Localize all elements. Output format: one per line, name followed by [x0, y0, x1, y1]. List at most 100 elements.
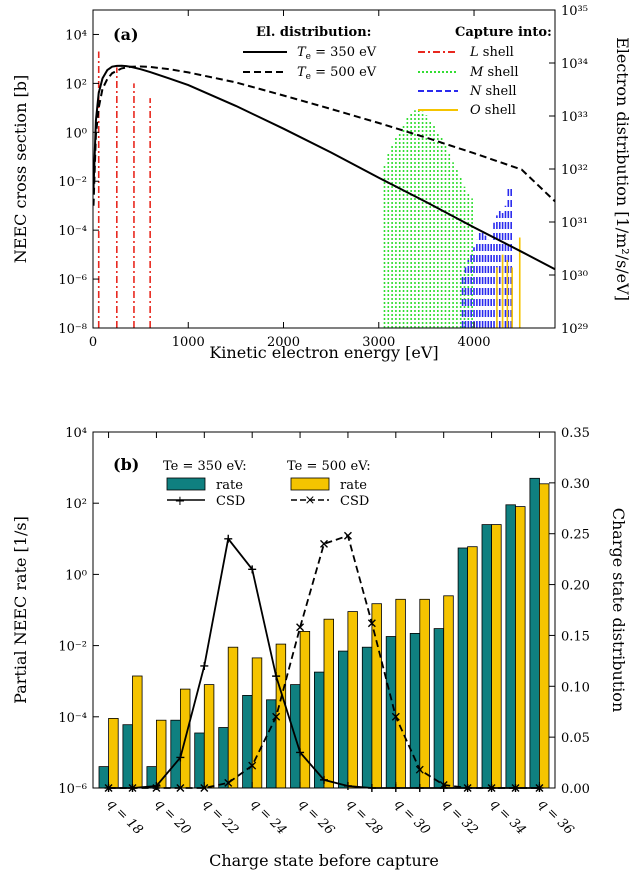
- panel-b-frame: [92, 431, 556, 789]
- csd-marker-x: [272, 712, 281, 721]
- rate-bar-te500: [203, 684, 215, 789]
- x-tick-label: q = 26: [295, 796, 337, 838]
- y2-tick-label: 10³⁴: [561, 57, 588, 72]
- panel-b-y2-ticks: 0.00 0.05 0.10 0.15 0.20 0.25 0.30 0.35: [549, 426, 590, 797]
- y2-tick-label: 10³²: [561, 163, 588, 178]
- y-tick-label: 10²: [65, 497, 87, 512]
- x-tick-label: q = 20: [152, 796, 194, 838]
- y2-tick-label: 10³⁰: [561, 269, 588, 284]
- rate-bar-te500: [395, 598, 406, 789]
- legend-distribution-title: El. distribution:: [256, 25, 371, 40]
- rate-bar-te350: [385, 636, 397, 789]
- csd-marker-x: [367, 619, 376, 628]
- panel-a-legend-distribution: El. distribution: Te = 350 eV Te = 500 e…: [243, 25, 377, 82]
- legend-capture-title: Capture into:: [455, 25, 552, 40]
- rate-bar-te350: [194, 732, 205, 789]
- legend-rate-350-label: rate: [216, 478, 243, 493]
- y2-tick-label: 0.30: [561, 477, 590, 492]
- y2-tick-label: 10³⁵: [561, 4, 588, 19]
- panel-b-y2-axis-label: Charge state distribution: [609, 508, 628, 713]
- y2-tick-label: 0.35: [561, 426, 590, 441]
- legend-n-shell-label: N shell: [469, 84, 517, 99]
- rate-bar-te500: [251, 657, 263, 789]
- panel-b-bars: [98, 477, 550, 789]
- x-tick-label: 4000: [457, 335, 490, 350]
- csd-marker-plus: [224, 534, 233, 543]
- y2-tick-label: 0.15: [561, 629, 590, 644]
- x-tick-label: q = 34: [487, 796, 529, 838]
- y-tick-label: 10⁻⁶: [58, 273, 87, 288]
- panel-a-y2-ticks: 10²⁹ 10³⁰ 10³¹ 10³² 10³³ 10³⁴ 10³⁵: [549, 4, 588, 337]
- rate-bar-te500: [347, 611, 358, 789]
- y-tick-label: 10⁴: [65, 28, 87, 43]
- csd-marker-plus: [248, 565, 257, 574]
- csd-marker-plus: [320, 775, 328, 784]
- rate-bar-te350: [242, 695, 253, 789]
- csd-marker-plus: [200, 661, 209, 670]
- y-tick-label: 10⁻⁶: [58, 782, 87, 797]
- csd-marker-x: [296, 623, 305, 632]
- distribution-curve-te500: [92, 65, 556, 206]
- csd-marker-x: [343, 531, 352, 540]
- y-tick-label: 10²: [65, 77, 87, 92]
- rate-bar-te500: [419, 598, 430, 789]
- rate-bar-te350: [361, 646, 373, 789]
- panel-a-y-ticks: 10⁻⁸ 10⁻⁶ 10⁻⁴ 10⁻² 10⁰ 10² 10⁴: [58, 28, 99, 337]
- legend-csd-500-marker: ×: [305, 493, 316, 508]
- csd-marker-x: [248, 761, 257, 770]
- rate-bar-te500: [155, 719, 167, 789]
- panel-a-legend-capture: Capture into: L shell M shell N shell O …: [418, 25, 552, 118]
- panel-a-series: [92, 51, 556, 328]
- legend-l-shell-label: L shell: [469, 45, 514, 60]
- rate-bar-te500: [491, 524, 502, 789]
- y-tick-label: 10⁻²: [58, 640, 87, 655]
- rate-bar-te350: [122, 724, 133, 789]
- rate-bar-te350: [266, 699, 277, 789]
- x-tick-label: 0: [89, 335, 97, 350]
- csd-marker-plus: [296, 748, 305, 757]
- legend-csd-350-label: CSD: [216, 494, 245, 509]
- y2-tick-label: 10²⁹: [561, 322, 588, 337]
- y-tick-label: 10⁻⁴: [58, 224, 87, 239]
- x-tick-label: q = 24: [247, 796, 289, 838]
- rate-bar-te500: [539, 483, 550, 789]
- csd-marker-x: [415, 765, 424, 774]
- y2-tick-label: 0.10: [561, 680, 590, 695]
- y-tick-label: 10⁻²: [58, 175, 87, 190]
- x-tick-label: q = 18: [104, 796, 146, 838]
- rate-bar-te500: [443, 595, 454, 789]
- rate-bar-te500: [108, 718, 119, 789]
- panel-a: 0 1000 2000 3000 4000 10⁻⁸ 10⁻⁶ 10⁻⁴ 10⁻² 10⁰ 10²…: [11, 4, 631, 362]
- panel-b-legend: Te = 350 eV: Te = 500 eV: rate + CSD rat…: [163, 459, 371, 509]
- x-tick-label: q = 28: [343, 796, 385, 838]
- legend-o-shell-label: O shell: [470, 103, 516, 118]
- panel-a-x-ticks: 0 1000 2000 3000 4000: [89, 10, 491, 350]
- distribution-curve-te350: [92, 64, 556, 271]
- x-tick-label: q = 32: [439, 796, 481, 838]
- rate-bar-te350: [218, 727, 229, 789]
- y2-tick-label: 0.00: [561, 782, 590, 797]
- panel-a-y2-axis-label: Electron distribution [1/m²/s/eV]: [613, 37, 631, 301]
- rate-bar-te500: [227, 646, 239, 789]
- x-tick-label: 1000: [172, 335, 205, 350]
- legend-te350-label: Te = 350 eV: [297, 45, 377, 62]
- x-tick-label: q = 36: [535, 796, 577, 838]
- rate-bar-te350: [529, 477, 540, 789]
- rate-bar-te500: [323, 618, 335, 789]
- rate-bar-te350: [457, 547, 469, 789]
- x-tick-label: 2000: [267, 335, 300, 350]
- rate-bar-te350: [505, 504, 516, 789]
- x-tick-label: q = 22: [199, 796, 241, 838]
- rate-bar-te500: [515, 506, 526, 789]
- legend-m-shell-label: M shell: [469, 65, 519, 80]
- legend-te500-label: Te = 500 eV: [297, 65, 377, 82]
- panel-b-y-ticks: 10⁻⁶ 10⁻⁴ 10⁻² 10⁰ 10² 10⁴: [58, 426, 99, 797]
- panel-b: q = 18 q = 20 q = 22 q = 24 q = 26 q = 28 q = …: [11, 426, 628, 870]
- panel-a-x-axis-label: Kinetic electron energy [eV]: [209, 343, 438, 362]
- legend-b-te500-title: Te = 500 eV:: [287, 459, 371, 474]
- legend-rate-500-swatch: [290, 477, 330, 491]
- y-tick-label: 10⁻⁸: [58, 322, 87, 337]
- csd-marker-plus: [272, 672, 281, 681]
- csd-marker-x: [320, 539, 328, 548]
